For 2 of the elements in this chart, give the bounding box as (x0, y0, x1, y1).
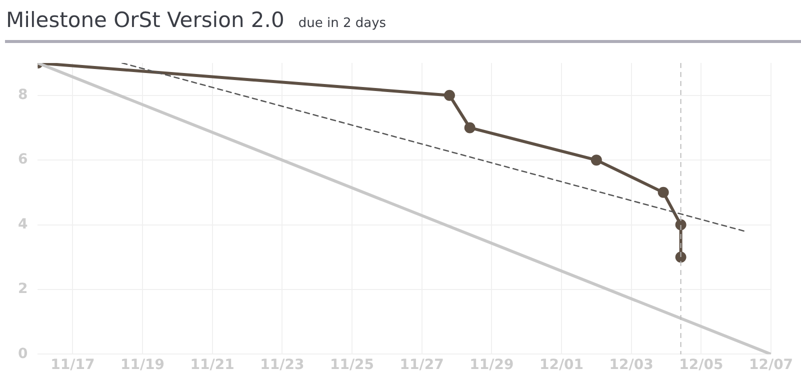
chart-subtitle: due in 2 days (298, 16, 386, 31)
chart-title: Milestone OrSt Version 2.0 (6, 7, 284, 34)
